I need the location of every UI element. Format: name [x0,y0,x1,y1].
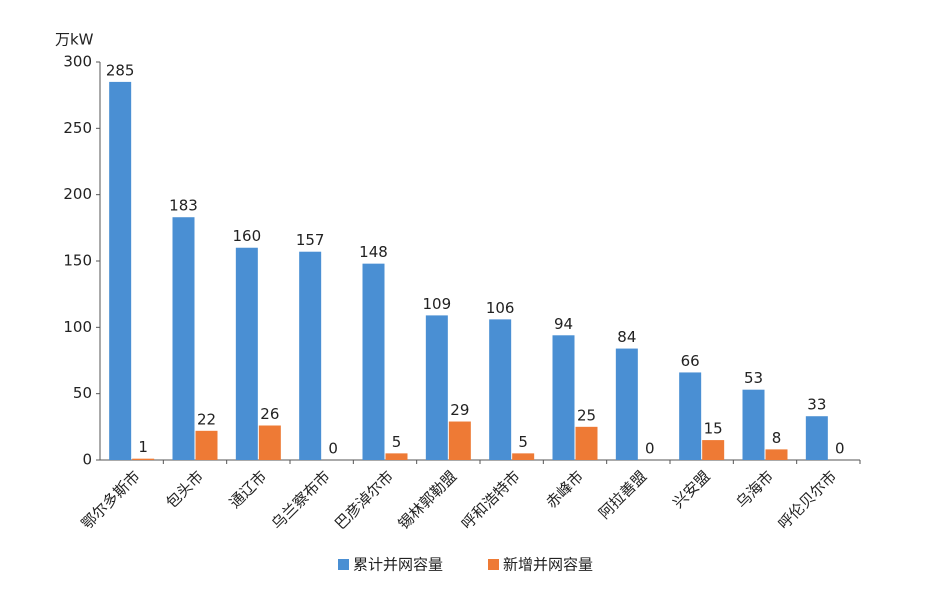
bar [172,217,195,460]
bar [258,425,281,460]
bar [575,426,598,460]
value-label: 157 [296,231,325,249]
value-label: 5 [518,433,528,451]
x-tick-label: 锡林郭勒盟 [395,467,461,533]
bar [235,247,258,460]
x-tick-label: 乌海市 [732,467,777,512]
y-tick-label: 0 [82,451,92,469]
bar [805,416,828,460]
legend-swatch [338,559,349,570]
value-label: 33 [807,396,826,414]
value-label: 160 [233,227,262,245]
x-tick-label: 阿拉善盟 [595,467,650,522]
bar [679,372,702,460]
value-label: 22 [197,410,216,428]
value-label: 1 [138,438,148,456]
bar [512,453,535,460]
value-label: 0 [835,440,845,458]
bar [385,453,408,460]
legend-swatch [488,559,499,570]
legend-label: 新增并网容量 [503,556,593,574]
value-label: 0 [645,440,655,458]
value-label: 84 [617,328,636,346]
y-axis-unit: 万kW [55,31,94,49]
x-tick-label: 通辽市 [226,467,271,512]
value-label: 29 [450,401,469,419]
bar [552,335,575,460]
x-tick-label: 巴彦淖尔市 [331,467,397,533]
value-label: 94 [554,315,573,333]
legend-label: 累计并网容量 [353,556,443,574]
x-tick-label: 呼和浩特市 [458,467,524,533]
y-tick-label: 100 [63,318,92,336]
value-label: 0 [328,440,338,458]
x-tick-label: 兴安盟 [669,467,714,512]
x-tick-label: 鄂尔多斯市 [78,467,144,533]
value-label: 5 [392,433,402,451]
y-tick-label: 150 [63,252,92,270]
bar [448,421,471,460]
value-label: 106 [486,299,515,317]
value-label: 8 [772,429,782,447]
value-label: 285 [106,61,135,79]
bar [615,348,638,460]
x-tick-label: 呼伦贝尔市 [775,467,841,533]
x-tick-label: 赤峰市 [542,467,587,512]
value-label: 183 [169,197,198,215]
value-label: 148 [359,243,388,261]
y-tick-label: 200 [63,185,92,203]
y-tick-label: 250 [63,119,92,137]
value-label: 26 [260,405,279,423]
bar [195,430,218,460]
bar [425,315,448,460]
bar [109,81,132,461]
value-label: 53 [744,369,763,387]
bar [742,389,765,460]
value-label: 25 [577,406,596,424]
bar [702,440,725,460]
bar [299,251,322,460]
value-label: 66 [681,352,700,370]
value-label: 15 [704,420,723,438]
value-label: 109 [423,295,452,313]
x-tick-label: 乌兰察布市 [268,467,334,533]
y-tick-label: 300 [63,53,92,71]
bar [132,458,155,460]
y-tick-label: 50 [73,384,92,402]
x-tick-label: 包头市 [162,467,207,512]
bar [489,319,512,460]
bar [362,263,385,460]
bar [765,449,788,460]
